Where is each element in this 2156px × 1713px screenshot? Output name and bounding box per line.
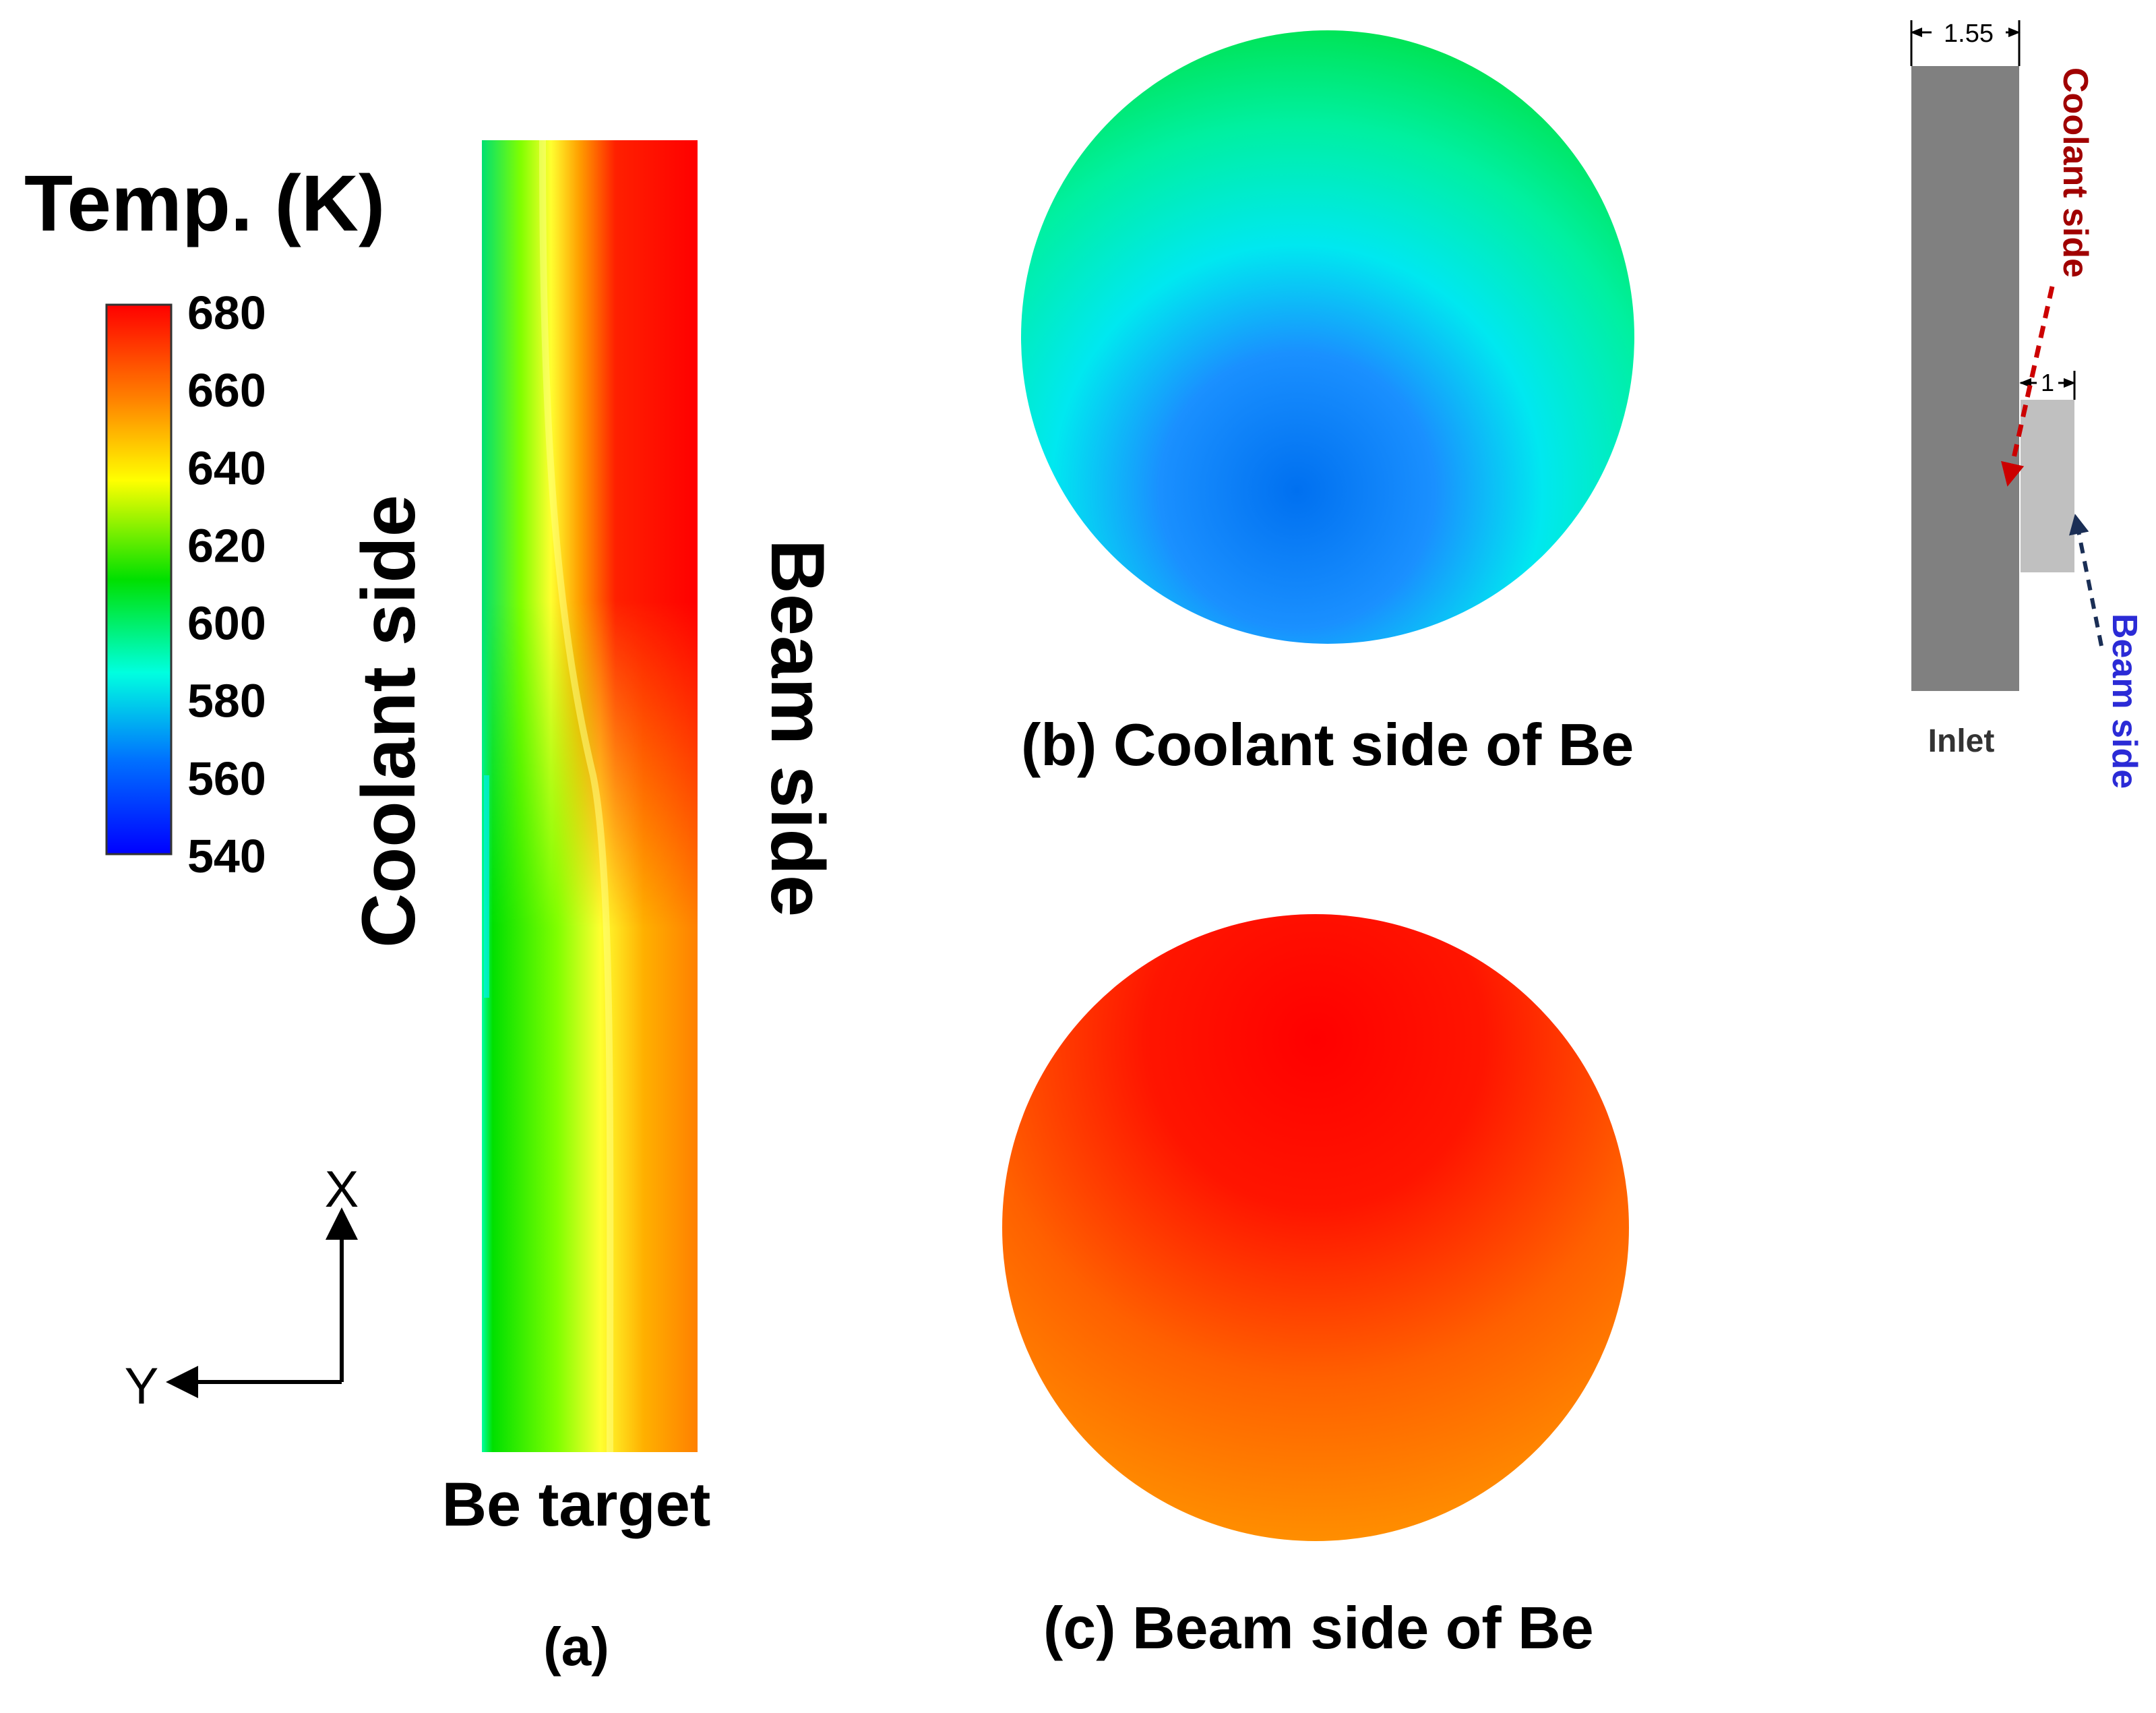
panel-b-caption: (b) Coolant side of Be — [1021, 711, 1634, 778]
legend-tick-label: 560 — [187, 752, 266, 805]
legend-tick-label: 540 — [187, 830, 266, 882]
beam-side-label: Beam side — [756, 539, 840, 917]
be-target-contour — [482, 140, 698, 1453]
legend-color-bar — [105, 303, 173, 855]
schematic-beam-label: Beam side — [2105, 613, 2144, 789]
axis-indicator: X Y — [125, 1161, 359, 1415]
be-target-label: Be target — [442, 1470, 711, 1539]
light-block — [2021, 400, 2074, 572]
legend-tick-label: 580 — [187, 675, 266, 727]
schematic: 1.55 1 Coolant side Beam side Inlet — [1910, 19, 2144, 789]
dim-label-narrow-bg — [2037, 368, 2058, 395]
temperature-legend: Temp. (K) 680 660 640 620 600 580 560 540 — [24, 159, 385, 882]
legend-tick-labels: 680 660 640 620 600 580 560 540 — [187, 287, 266, 882]
coolant-arrow — [2001, 286, 2055, 487]
legend-tick-label: 660 — [187, 364, 266, 417]
x-axis-label: X — [325, 1161, 359, 1218]
panel-b: (b) Coolant side of Be — [1021, 30, 1634, 778]
panel-c: (c) Beam side of Be — [1002, 914, 1629, 1661]
dim-label-wide: 1.55 — [1944, 20, 1994, 48]
dim-label-bg — [1932, 19, 2006, 47]
legend-tick-label: 620 — [187, 519, 266, 572]
legend-tick-label: 600 — [187, 597, 266, 650]
dark-block — [1911, 66, 2019, 691]
coolant-side-disk — [1021, 30, 1634, 644]
beam-side-disk — [1002, 914, 1629, 1541]
legend-tick-label: 680 — [187, 287, 266, 339]
y-axis-label: Y — [125, 1358, 159, 1415]
schematic-coolant-label: Coolant side — [2056, 67, 2095, 278]
legend-title: Temp. (K) — [24, 159, 385, 248]
legend-tick-label: 640 — [187, 442, 266, 494]
panel-a: Coolant side Beam side Be target (a) X Y — [125, 140, 840, 1677]
inlet-label: Inlet — [1928, 723, 1995, 759]
coolant-side-label: Coolant side — [346, 495, 431, 948]
panel-c-caption: (c) Beam side of Be — [1043, 1594, 1594, 1661]
beam-arrow — [2068, 514, 2103, 647]
panel-a-caption: (a) — [543, 1617, 609, 1677]
dim-label-narrow: 1 — [2041, 369, 2054, 396]
